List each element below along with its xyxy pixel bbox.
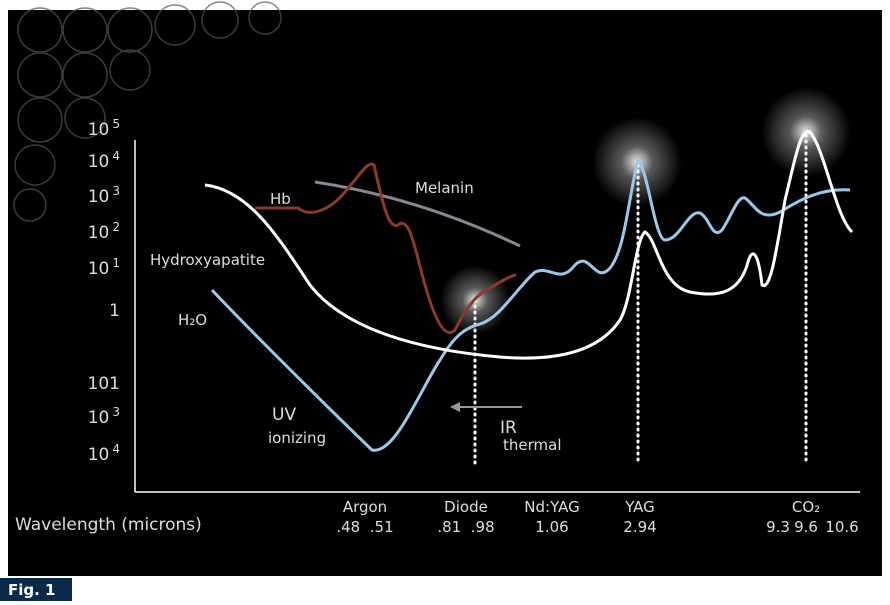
y-label-base: 1 (109, 301, 120, 321)
curve-label: ionizing (268, 429, 326, 447)
x-axis-title: Wavelength (microns) (15, 515, 202, 535)
ir-arrow (450, 402, 522, 412)
decoration (13, 1, 282, 222)
dotted-lines (473, 133, 808, 467)
curve-label: Melanin (415, 179, 474, 197)
y-label: 10 2 (88, 220, 120, 243)
y-label-base: 10 (88, 223, 110, 243)
y-label-base: 10 (88, 259, 110, 279)
laser-values: .48 .51 (336, 518, 393, 536)
laser-values: 10.6 (825, 518, 858, 536)
curve-label: UV (272, 405, 296, 425)
curve-label: IR (500, 418, 517, 438)
laser-values: 1.06 (535, 518, 568, 536)
y-label-base: 10 (88, 445, 110, 465)
y-label: 10 4 (88, 149, 120, 172)
hb-curve (255, 162, 517, 334)
y-label: 10 4 (88, 442, 120, 465)
y-label-base: 101 (88, 374, 120, 394)
y-label: 10 5 (88, 117, 120, 140)
laser-name: Argon (343, 498, 387, 516)
y-label: 10 3 (88, 184, 120, 207)
caption-box (0, 578, 72, 601)
y-label-exponent: 2 (112, 220, 120, 234)
y-label: 101 (88, 374, 120, 394)
curve-label: Hb (270, 190, 291, 208)
laser-values: 2.94 (623, 518, 656, 536)
axes (134, 140, 860, 493)
y-label-exponent: 3 (112, 184, 120, 198)
y-label: 10 3 (88, 405, 120, 428)
y-label-base: 10 (88, 408, 110, 428)
y-label-exponent: 5 (112, 117, 120, 131)
y-label-base: 10 (88, 187, 110, 207)
laser-name: YAG (624, 498, 655, 516)
curve-label: H₂O (178, 311, 207, 329)
laser-values: 9.3 (766, 518, 790, 536)
y-label-exponent: 1 (112, 256, 120, 270)
laser-name: CO₂ (792, 498, 820, 516)
caption: Fig. 1 (8, 581, 55, 599)
curve-label: thermal (503, 436, 562, 454)
y-label-exponent: 3 (112, 405, 120, 419)
y-label-base: 10 (88, 152, 110, 172)
y-label-base: 10 (88, 120, 110, 140)
curve-label: Hydroxyapatite (150, 251, 265, 269)
laser-name: Nd:YAG (524, 498, 579, 516)
laser-values: 9.6 (794, 518, 818, 536)
h2o-curve (210, 157, 851, 452)
y-label-exponent: 4 (112, 149, 120, 163)
laser-values: .81 .98 (437, 518, 494, 536)
y-label-exponent: 4 (112, 442, 120, 456)
hydroxyapatite-curve (204, 130, 854, 360)
y-label: 1 (109, 301, 120, 321)
laser-name: Diode (444, 498, 488, 516)
melanin-curve (314, 180, 521, 248)
